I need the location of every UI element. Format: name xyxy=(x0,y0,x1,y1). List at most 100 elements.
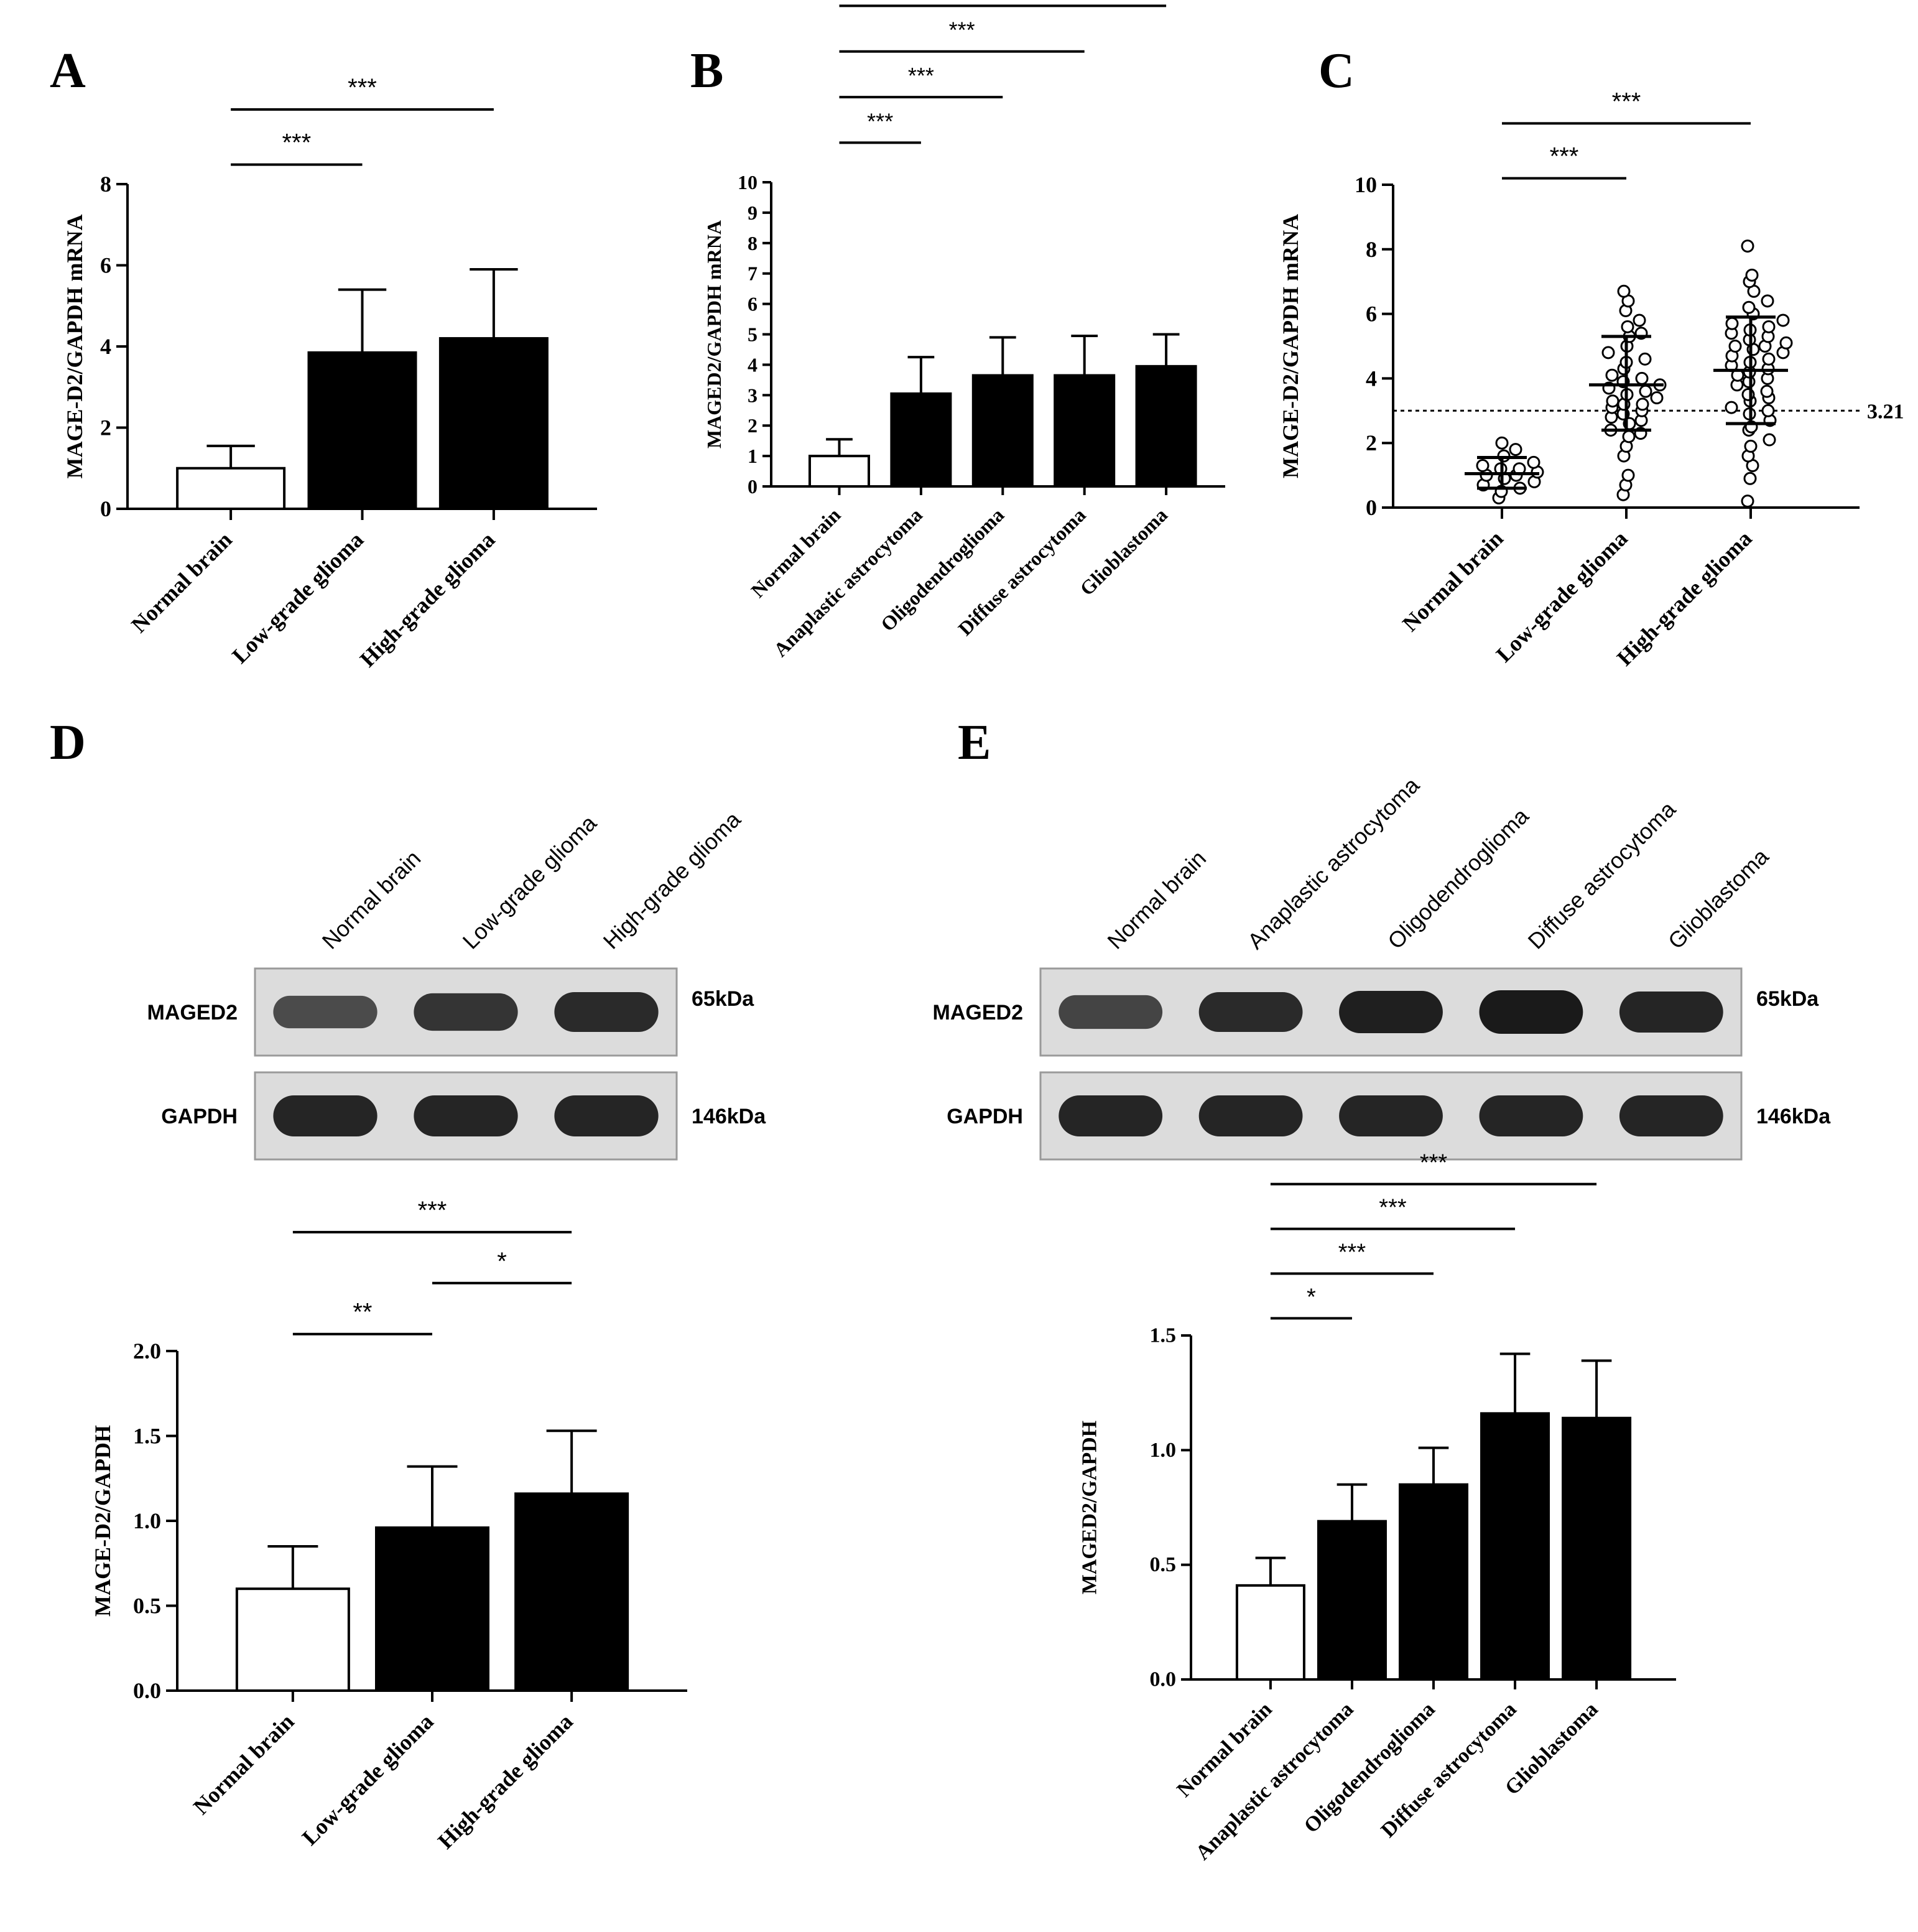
data-point xyxy=(1741,239,1754,253)
data-point xyxy=(1762,320,1776,333)
x-tick-label: Normal brain xyxy=(1397,526,1508,636)
data-point xyxy=(1617,284,1631,298)
y-axis-label: MAGE-D2/GAPDH xyxy=(90,1425,115,1617)
bar xyxy=(808,455,870,488)
lane-label: Low-grade glioma xyxy=(458,810,602,954)
y-axis-label: MAGED2/GAPDH xyxy=(1078,1421,1101,1595)
data-point xyxy=(1636,397,1649,411)
blot-band xyxy=(414,993,518,1031)
y-axis-label: MAGE-D2/GAPDH mRNA xyxy=(62,215,87,479)
x-tick-label: Anaplastic astrocytoma xyxy=(769,503,927,661)
y-tick-label: 5 xyxy=(748,323,757,346)
significance-label: *** xyxy=(1420,1150,1448,1176)
lane-label: Glioblastoma xyxy=(1663,843,1774,954)
significance-label: *** xyxy=(1550,143,1579,170)
blot-band xyxy=(554,992,659,1033)
protein-label: GAPDH xyxy=(161,1105,238,1128)
data-point xyxy=(1779,336,1793,350)
x-tick-label: High-grade glioma xyxy=(355,527,500,672)
y-tick-label: 6 xyxy=(100,253,111,278)
blot-band xyxy=(273,995,378,1029)
x-tick-label: Anaplastic astrocytoma xyxy=(1191,1697,1358,1864)
blot-band xyxy=(1479,990,1583,1034)
significance-label: *** xyxy=(1379,1195,1407,1221)
lane-label: Diffuse astrocytoma xyxy=(1523,796,1681,954)
blot-band xyxy=(1059,1095,1163,1137)
data-point xyxy=(1650,391,1664,405)
y-axis-label: MAGED2/GAPDH mRNA xyxy=(703,220,725,448)
blot-band xyxy=(1339,1095,1443,1137)
y-tick-label: 7 xyxy=(748,262,757,285)
data-point xyxy=(1761,404,1775,417)
molecular-weight-label: 65kDa xyxy=(1756,987,1819,1011)
protein-label: GAPDH xyxy=(947,1105,1023,1128)
y-tick-label: 1.5 xyxy=(133,1424,161,1449)
data-point xyxy=(1760,384,1774,398)
blot-band xyxy=(273,1095,378,1137)
y-tick-label: 0 xyxy=(100,496,111,521)
y-tick-label: 4 xyxy=(748,353,757,376)
y-tick-label: 2.0 xyxy=(133,1339,161,1363)
panel-letter-c: C xyxy=(1318,44,1355,98)
bar xyxy=(307,351,417,510)
bar xyxy=(1054,374,1116,488)
panel-letter-a: A xyxy=(50,44,86,98)
significance-label: *** xyxy=(1612,88,1641,115)
data-point xyxy=(1605,368,1619,382)
bar xyxy=(1399,1483,1468,1681)
significance-label: *** xyxy=(908,63,934,88)
data-point xyxy=(1725,401,1738,414)
data-point xyxy=(1633,313,1646,327)
y-tick-label: 8 xyxy=(748,232,757,254)
bar xyxy=(438,337,549,510)
x-tick-label: High-grade glioma xyxy=(1612,526,1757,671)
data-point xyxy=(1761,294,1774,308)
bar xyxy=(1235,1584,1305,1681)
data-point xyxy=(1497,449,1511,463)
blot-band xyxy=(554,1095,659,1137)
y-tick-label: 10 xyxy=(1355,172,1377,197)
data-point xyxy=(1743,471,1757,485)
lane-label: Normal brain xyxy=(1102,845,1211,954)
blot-band xyxy=(1479,1095,1583,1137)
cutoff-label: 3.21 xyxy=(1867,400,1904,423)
blot-band xyxy=(1619,1095,1723,1137)
y-tick-label: 3 xyxy=(748,384,757,406)
x-tick-label: Diffuse astrocytoma xyxy=(1377,1697,1521,1842)
significance-label: * xyxy=(497,1248,507,1275)
y-tick-label: 0 xyxy=(748,475,757,498)
y-tick-label: 6 xyxy=(1366,302,1377,327)
molecular-weight-label: 146kDa xyxy=(692,1105,766,1128)
data-point xyxy=(1527,455,1540,469)
panel-letter-e: E xyxy=(958,715,991,770)
data-point xyxy=(1621,468,1635,482)
bar xyxy=(375,1526,489,1692)
y-tick-label: 1.0 xyxy=(1150,1439,1177,1462)
lane-label: Oligodendroglioma xyxy=(1383,802,1534,954)
y-tick-label: 1 xyxy=(748,445,757,467)
data-point xyxy=(1728,340,1742,353)
y-tick-label: 2 xyxy=(1366,430,1377,455)
panel-letter-d: D xyxy=(50,715,86,770)
data-point xyxy=(1745,268,1759,282)
significance-label: *** xyxy=(418,1197,447,1224)
bar xyxy=(1135,365,1197,488)
western-blot-panel-e: Normal brain Anaplastic astrocytomaOligod… xyxy=(933,772,1831,1161)
data-point xyxy=(1744,439,1758,453)
significance-label: *** xyxy=(1338,1239,1366,1265)
data-point xyxy=(1639,384,1652,398)
y-tick-label: 6 xyxy=(748,293,757,315)
protein-label: MAGED2 xyxy=(147,1001,238,1024)
blot-band xyxy=(1339,990,1443,1034)
x-tick-label: High-grade glioma xyxy=(433,1709,578,1854)
lane-label: Normal brain xyxy=(317,845,426,954)
y-tick-label: 9 xyxy=(748,202,757,224)
blot-band xyxy=(1198,992,1303,1033)
significance-label: *** xyxy=(348,74,377,101)
